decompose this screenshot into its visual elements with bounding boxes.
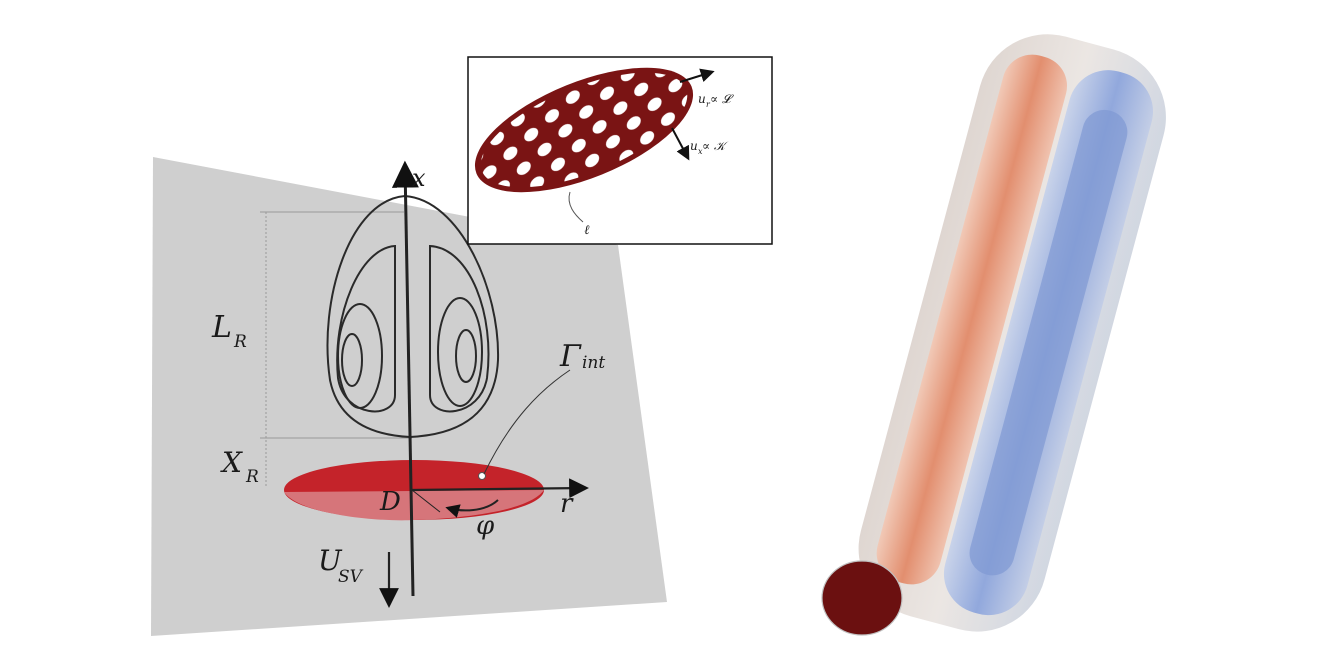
streamline-right-3 (455, 329, 477, 383)
r-axis (411, 478, 589, 499)
rod-end-cap (822, 561, 902, 635)
rod-end-cap-rim (821, 560, 903, 636)
ux-label: u x ∝ 𝒦 (690, 139, 729, 156)
inset-panel: u r ∝ 𝓛 u x ∝ 𝒦 ℓ (467, 56, 773, 245)
svg-text:U: U (318, 544, 343, 577)
gamma-leader (483, 369, 571, 475)
gamma-point (478, 472, 486, 480)
phi-arrow (445, 499, 499, 518)
streamline-left-2 (337, 303, 383, 409)
x-axis (391, 160, 419, 597)
svg-text:∝ 𝓛: ∝ 𝓛 (710, 92, 734, 106)
phi-label: φ (476, 511, 495, 541)
ur-arrow (679, 68, 715, 83)
d-line (411, 489, 441, 513)
wake-rod-render (821, 34, 1166, 636)
svg-text:u: u (698, 92, 706, 106)
streamline-right-2 (437, 297, 483, 407)
svg-text:u: u (690, 139, 698, 153)
x-r-label: X R (220, 446, 259, 487)
svg-text:Γ: Γ (559, 339, 582, 374)
svg-text:∝ 𝒦: ∝ 𝒦 (702, 139, 729, 153)
ur-label: u r ∝ 𝓛 (698, 92, 734, 109)
svg-text:x: x (698, 147, 703, 156)
ell-label: ℓ (584, 223, 590, 238)
perforated-disk (474, 67, 694, 193)
left-diagram: x r L R X R Γ int D φ U SV (151, 157, 667, 636)
streamline-left-1 (336, 244, 396, 413)
svg-text:R: R (245, 467, 259, 487)
svg-text:int: int (582, 353, 605, 373)
gamma-int-label: Γ int (559, 339, 605, 374)
rod-red-lobe (876, 54, 1068, 585)
l-r-label: L R (211, 310, 247, 352)
svg-text:X: X (220, 446, 243, 479)
r-axis-label: r (560, 489, 574, 519)
dimension-lines (260, 211, 412, 488)
rod-blue-core (969, 109, 1128, 576)
d-label: D (379, 487, 401, 517)
u-sv-label: U SV (318, 544, 364, 587)
streamline-left-3 (341, 333, 363, 387)
svg-text:R: R (233, 332, 247, 352)
svg-text:SV: SV (338, 567, 364, 587)
svg-text:r: r (706, 100, 711, 109)
ux-arrow (671, 127, 690, 161)
streamline-right-1 (429, 244, 490, 413)
svg-text:L: L (211, 310, 232, 345)
x-axis-label: x (412, 164, 426, 192)
ell-leader (568, 191, 584, 223)
